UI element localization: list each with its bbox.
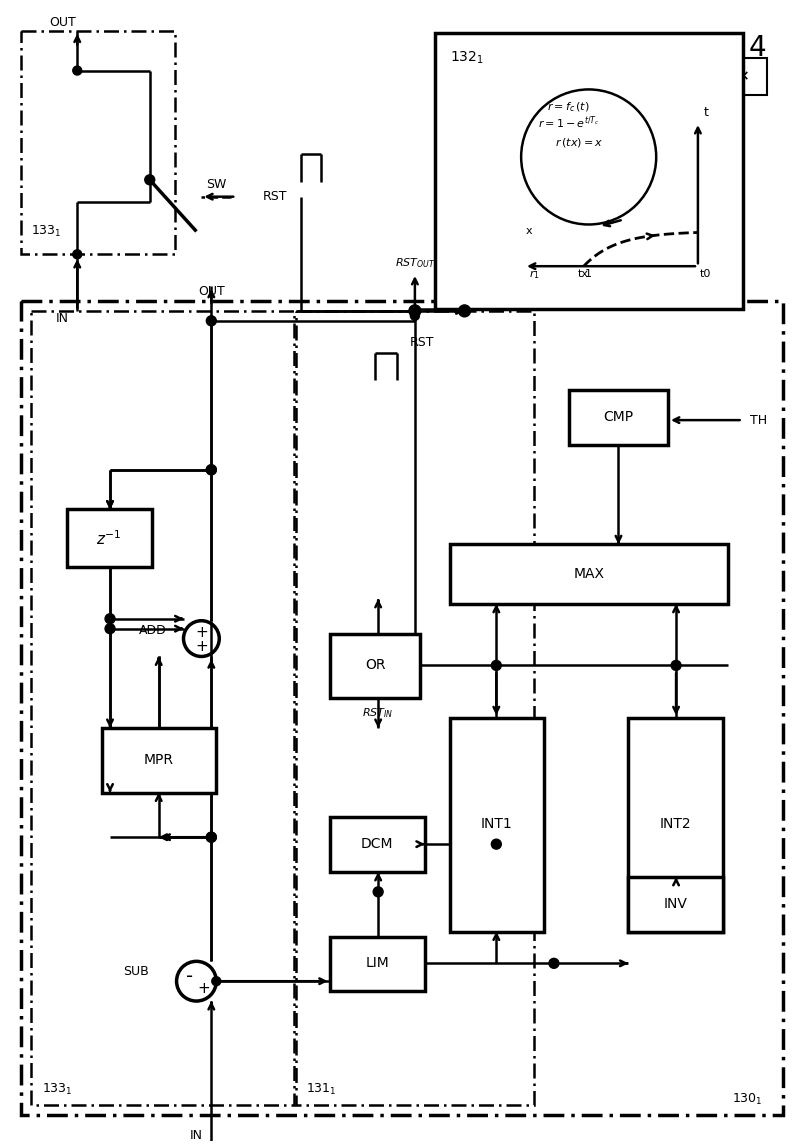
Text: -: - [186,967,193,986]
Bar [434,33,742,309]
Text: ADD: ADD [139,625,166,637]
Text: +: + [195,625,208,641]
Circle shape [206,465,216,474]
Text: $132_1$: $132_1$ [450,49,483,65]
Text: 1: 1 [585,269,592,280]
Text: $r=1-e^{t/T_c}$: $r=1-e^{t/T_c}$ [538,113,600,131]
Text: $r=f_c\,(t)$: $r=f_c\,(t)$ [547,101,590,115]
Text: t: t [703,105,708,119]
Text: +: + [197,981,210,996]
Circle shape [491,839,502,849]
Text: x: x [526,227,533,236]
Circle shape [373,887,383,897]
Text: tx: tx [578,269,590,280]
Bar [629,877,722,932]
Bar [67,510,152,567]
Circle shape [458,305,470,316]
Circle shape [212,976,221,986]
Text: $131_1$: $131_1$ [306,1082,336,1098]
Circle shape [73,66,82,74]
Circle shape [491,660,502,670]
Text: SUB: SUB [123,965,149,978]
Text: INV: INV [663,896,687,911]
Text: INT2: INT2 [659,817,691,831]
Text: $z^{-1}$: $z^{-1}$ [96,529,122,548]
Text: RST: RST [410,336,434,350]
Text: IN: IN [56,313,69,325]
Circle shape [206,832,216,842]
Circle shape [145,175,154,185]
Bar [718,57,767,95]
Text: CMP: CMP [603,410,634,424]
Circle shape [671,660,681,670]
Text: TH: TH [750,414,766,426]
Text: $\mathbf{\times}$: $\mathbf{\times}$ [737,70,749,84]
Text: OUT: OUT [49,16,76,30]
Text: LIM: LIM [366,956,389,971]
Circle shape [206,316,216,325]
Bar [296,311,534,1106]
Text: $r_1$: $r_1$ [529,268,539,281]
Bar [330,817,425,872]
Text: MPR: MPR [144,753,174,767]
Text: $r\,(tx)=x$: $r\,(tx)=x$ [554,135,603,149]
Text: RST: RST [263,190,287,203]
Bar [330,634,420,698]
Bar [569,391,668,445]
Text: $RST_{IN}$: $RST_{IN}$ [362,706,394,720]
Bar [21,31,174,254]
Circle shape [410,312,419,321]
Bar [102,728,216,793]
Text: DCM: DCM [361,838,394,851]
Circle shape [105,623,115,634]
Text: +: + [195,639,208,654]
Circle shape [206,832,216,842]
Text: IN: IN [190,1129,203,1141]
Bar [330,936,425,991]
Text: t0: t0 [700,269,711,280]
Circle shape [409,305,421,316]
Text: OUT: OUT [198,284,225,298]
Circle shape [206,465,216,474]
Bar [629,719,722,932]
Text: $130_1$: $130_1$ [732,1092,762,1107]
Text: 4: 4 [749,33,766,62]
Circle shape [73,250,82,259]
Bar [450,719,544,932]
Text: MAX: MAX [573,567,604,581]
Text: $133_1$: $133_1$ [42,1082,74,1098]
Text: INT1: INT1 [481,817,512,831]
Text: SW: SW [206,179,226,191]
Bar [21,301,783,1115]
Text: $RST_{OUT}$: $RST_{OUT}$ [394,257,435,270]
Bar [30,311,294,1106]
Circle shape [549,958,559,968]
Circle shape [105,614,115,623]
Text: OR: OR [365,659,386,673]
Bar [450,544,728,604]
Text: $133_1$: $133_1$ [30,225,62,240]
